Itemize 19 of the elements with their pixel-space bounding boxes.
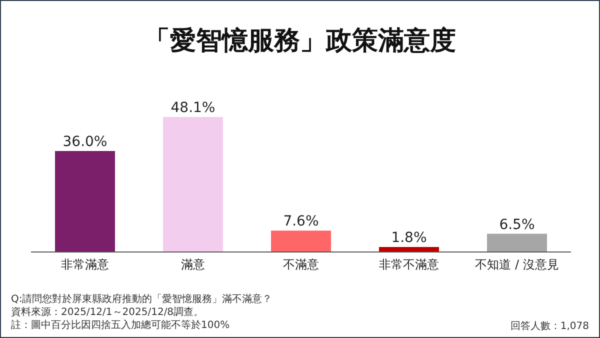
x-tick-label: 滿意 bbox=[181, 258, 205, 272]
x-tick-label: 不知道 / 沒意見 bbox=[475, 258, 559, 272]
x-tick-label: 不滿意 bbox=[283, 258, 319, 272]
data-label: 48.1% bbox=[170, 100, 216, 116]
data-label: 1.8% bbox=[391, 230, 427, 246]
text: 回答人數：1,078 bbox=[510, 320, 589, 333]
data-label: 36.0% bbox=[62, 134, 108, 150]
text: 註：圖中百分比因四捨五入加總可能不等於100% bbox=[11, 319, 231, 332]
data-label: 6.5% bbox=[499, 216, 535, 233]
source-note: 資料來源：2025/12/1～2025/12/8調查。 bbox=[11, 306, 205, 319]
chart-title: 「愛智憶服務」政策滿意度 bbox=[143, 25, 457, 58]
bar bbox=[271, 230, 331, 252]
x-tick-label: 非常滿意 bbox=[61, 258, 109, 272]
data-label: 7.6% bbox=[283, 214, 319, 230]
bar bbox=[163, 117, 223, 252]
bar bbox=[55, 150, 115, 252]
x-tick-label: 非常不滿意 bbox=[379, 258, 439, 272]
text: Q:請問您對於屏東縣政府推動的「愛智憶服務」滿不滿意？ bbox=[11, 293, 272, 306]
bar bbox=[487, 234, 547, 252]
